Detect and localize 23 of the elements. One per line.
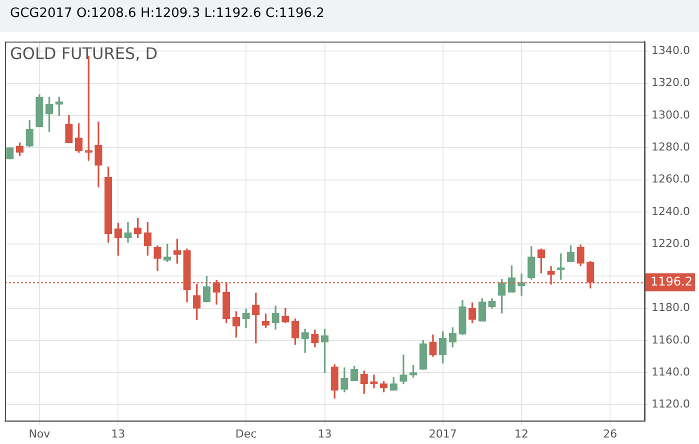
y-tick-label: 1160.0 (652, 333, 690, 346)
y-tick-label: 1260.0 (652, 172, 690, 186)
chart-subtitle: GOLD FUTURES, D (10, 44, 158, 63)
x-tick-label: 13 (111, 427, 126, 440)
y-tick-label: 1300.0 (652, 108, 690, 122)
x-tick-label: Nov (28, 427, 51, 440)
y-tick-label: 1180.0 (652, 301, 690, 314)
x-tick-label: 26 (603, 427, 618, 440)
candlestick (124, 222, 132, 243)
y-tick-label: 1140.0 (652, 365, 690, 378)
y-tick-label: 1240.0 (652, 204, 690, 218)
x-tick-label: 2017 (428, 427, 457, 440)
x-tick-label: 12 (514, 427, 529, 440)
y-tick-label: 1320.0 (652, 76, 690, 90)
y-tick-label: 1280.0 (652, 140, 690, 154)
y-tick-label: 1220.0 (652, 236, 690, 250)
x-tick-label: 13 (318, 427, 332, 440)
y-tick-label: 1120.0 (652, 398, 690, 411)
y-tick-label: 1340.0 (652, 44, 690, 58)
candlestick (400, 354, 408, 384)
chart-title: GCG2017 O:1208.6 H:1209.3 L:1192.6 C:1196.2 (10, 6, 324, 21)
ref-line-label: 1196.2 (650, 274, 693, 288)
x-tick-label: Dec (235, 427, 257, 440)
